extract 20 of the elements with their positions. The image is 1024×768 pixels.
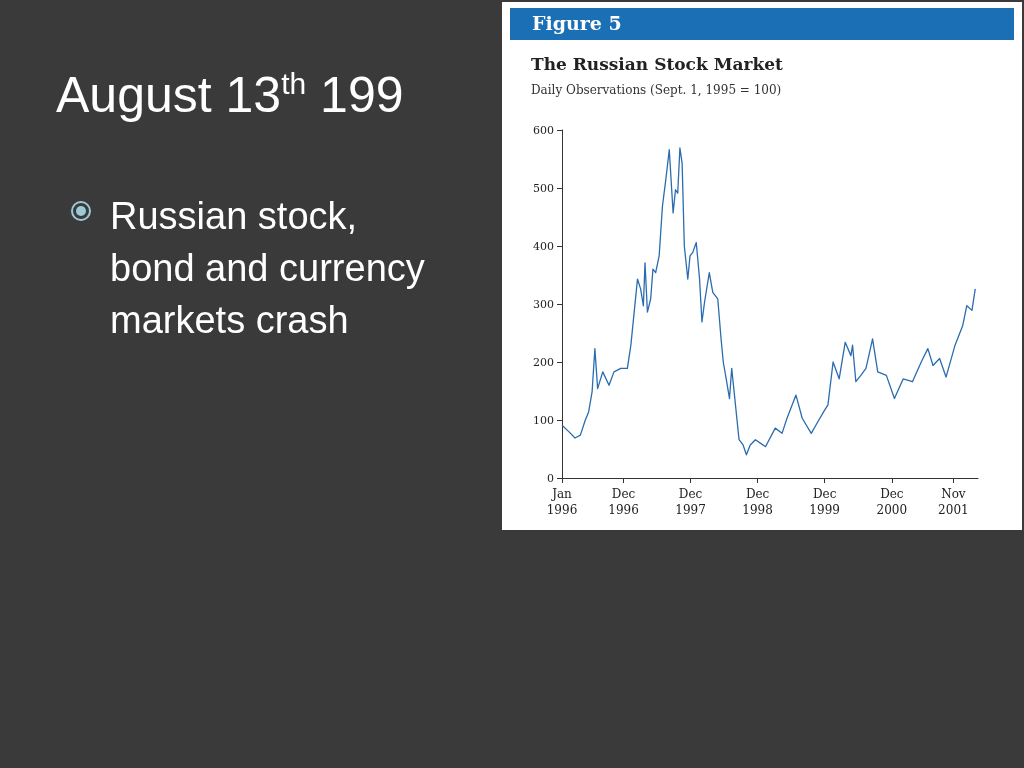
x-tick-label: Dec 2000 <box>876 487 908 517</box>
caption: Figure 5 <box>510 8 1014 40</box>
y-tick-label: 500 <box>533 181 554 195</box>
y-tick-label: 300 <box>533 297 554 311</box>
text: August 13$^{th}$ 199 <box>56 66 404 124</box>
x-tick-label: Dec 1998 <box>742 487 773 517</box>
x-tick-label: Jan 1996 <box>546 487 578 517</box>
x-tick-label: Dec 1997 <box>675 487 706 517</box>
x-tick-label: Dec 1996 <box>608 487 639 517</box>
x-tick-label: Dec 1999 <box>809 487 840 517</box>
y-tick-label: 100 <box>533 413 554 427</box>
y-tick-label: 400 <box>533 239 554 253</box>
line-series <box>561 147 976 456</box>
x-tick-label: Nov 2001 <box>938 487 969 517</box>
chart-subtitle: Daily Observations (Sept. 1, 1995 = 100) <box>531 83 782 97</box>
y-tick-label: 600 <box>533 123 554 137</box>
y-tick-label: 0 <box>547 471 554 485</box>
text: Russian stock, bond and currency markets crash <box>110 194 426 343</box>
chart-title: The Russian Stock Market <box>531 53 784 74</box>
y-tick-label: 200 <box>533 355 554 369</box>
